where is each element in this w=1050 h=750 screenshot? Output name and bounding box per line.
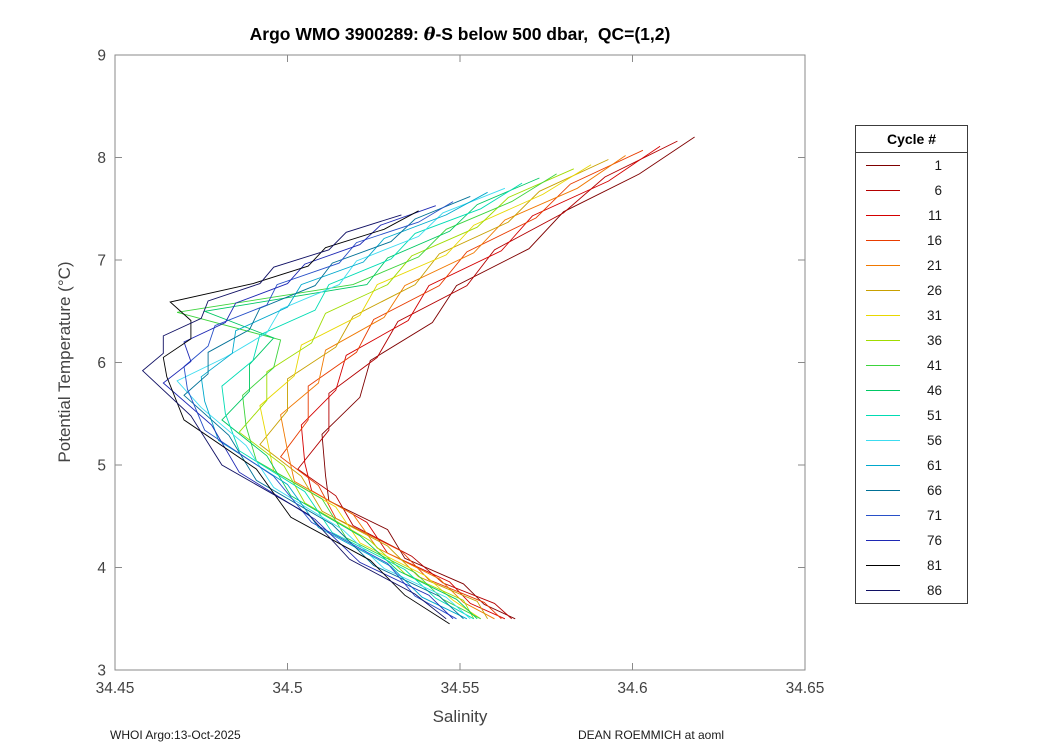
profile-line-cycle-76 [162, 205, 454, 620]
legend-row-cycle-71: 71 [856, 503, 967, 528]
legend-entry-label: 21 [926, 258, 942, 273]
legend-entry-label: 36 [926, 333, 942, 348]
legend-entry-label: 71 [926, 508, 942, 523]
profile-line-cycle-71 [183, 201, 457, 620]
legend-row-cycle-41: 41 [856, 353, 967, 378]
title-theta-symbol: θ [423, 25, 436, 45]
legend-line-sample [866, 365, 900, 366]
profile-line-cycle-6 [297, 140, 678, 620]
legend-row-cycle-31: 31 [856, 303, 967, 328]
legend-line-sample [866, 515, 900, 516]
title-suffix: -S below 500 dbar, QC=(1,2) [435, 24, 671, 44]
x-tick-label: 34.55 [441, 680, 480, 697]
legend-line-sample [866, 315, 900, 316]
footer-credit-text: DEAN ROEMMICH at aoml [578, 728, 725, 742]
legend-rows: 1 6 11 16 21 26 31 36 41 46 51 56 61 66 71 76 81 86 [856, 153, 967, 603]
y-tick-label: 9 [97, 48, 106, 65]
profile-line-cycle-56 [176, 187, 506, 620]
x-tick-label: 34.45 [96, 680, 135, 697]
legend-entry-label: 41 [926, 358, 942, 373]
legend-line-sample [866, 165, 900, 166]
profile-line-cycle-36 [238, 168, 574, 620]
legend-line-sample [866, 390, 900, 391]
legend-entry-label: 16 [926, 233, 942, 248]
y-tick-label: 3 [97, 663, 106, 680]
legend-row-cycle-6: 6 [856, 178, 967, 203]
legend-line-sample [866, 465, 900, 466]
profile-line-cycle-26 [259, 159, 609, 620]
legend-entry-label: 26 [926, 283, 942, 298]
legend-line-sample [866, 440, 900, 441]
legend-line-sample [866, 415, 900, 416]
profile-line-cycle-16 [279, 149, 644, 620]
legend-line-sample [866, 290, 900, 291]
legend-row-cycle-86: 86 [856, 578, 967, 603]
legend-row-cycle-66: 66 [856, 478, 967, 503]
legend-entry-label: 66 [926, 483, 942, 498]
legend-line-sample [866, 540, 900, 541]
legend-line-sample [866, 590, 900, 591]
profile-lines [141, 136, 695, 625]
legend-entry-label: 86 [926, 583, 942, 598]
profile-line-cycle-1 [321, 136, 695, 620]
legend-line-sample [866, 215, 900, 216]
legend-entry-label: 51 [926, 408, 942, 423]
profile-line-cycle-31 [259, 164, 592, 620]
legend-row-cycle-26: 26 [856, 278, 967, 303]
profile-line-cycle-51 [221, 182, 523, 620]
x-tick-label: 34.5 [272, 680, 302, 697]
footer-source-text: WHOI Argo:13-Oct-2025 [110, 728, 241, 742]
profile-line-cycle-86 [141, 214, 447, 620]
legend-row-cycle-51: 51 [856, 403, 967, 428]
axis-box [114, 54, 806, 671]
legend-row-cycle-11: 11 [856, 203, 967, 228]
legend-title: Cycle # [856, 126, 967, 153]
x-tick-label: 34.65 [786, 680, 825, 697]
y-tick-label: 5 [97, 458, 106, 475]
x-tick-label: 34.6 [617, 680, 647, 697]
legend-line-sample [866, 490, 900, 491]
legend-row-cycle-36: 36 [856, 328, 967, 353]
profile-line-cycle-46 [202, 177, 540, 620]
legend-row-cycle-61: 61 [856, 453, 967, 478]
legend-entry-label: 56 [926, 433, 942, 448]
legend-line-sample [866, 240, 900, 241]
legend-row-cycle-16: 16 [856, 228, 967, 253]
legend-row-cycle-81: 81 [856, 553, 967, 578]
legend-line-sample [866, 340, 900, 341]
y-axis-label: Potential Temperature (°C) [55, 261, 74, 462]
tick-labels: 34.45 34.5 34.55 34.6 34.65 3 4 5 6 7 8 9 [96, 48, 825, 698]
y-tick-label: 7 [97, 253, 106, 270]
x-axis-label: Salinity [433, 707, 488, 726]
legend-entry-label: 11 [927, 208, 942, 223]
legend-line-sample [866, 565, 900, 566]
profile-line-cycle-21 [280, 155, 626, 620]
legend-row-cycle-1: 1 [856, 153, 967, 178]
legend-line-sample [866, 265, 900, 266]
legend-row-cycle-21: 21 [856, 253, 967, 278]
profile-line-cycle-66 [183, 195, 471, 620]
legend-row-cycle-56: 56 [856, 428, 967, 453]
legend-entry-label: 46 [926, 383, 942, 398]
y-tick-label: 4 [97, 560, 106, 577]
legend-entry-label: 61 [926, 458, 942, 473]
profile-line-cycle-11 [300, 145, 661, 620]
legend-entry-label: 6 [934, 183, 942, 198]
title-prefix: Argo WMO 3900289: [249, 24, 424, 44]
y-tick-label: 8 [97, 150, 106, 167]
legend-entry-label: 81 [926, 558, 942, 573]
legend-entry-label: 76 [926, 533, 942, 548]
legend-line-sample [866, 190, 900, 191]
legend-entry-label: 1 [934, 158, 942, 173]
legend-row-cycle-76: 76 [856, 528, 967, 553]
legend-entry-label: 31 [926, 308, 942, 323]
chart-title: Argo WMO 3900289: θ-S below 500 dbar, QC… [115, 24, 805, 45]
y-tick-label: 6 [97, 355, 106, 372]
legend-box: Cycle # 1 6 11 16 21 26 31 36 41 46 51 56 61 66 71 76 81… [855, 125, 968, 604]
axes [114, 54, 806, 671]
legend-row-cycle-46: 46 [856, 378, 967, 403]
